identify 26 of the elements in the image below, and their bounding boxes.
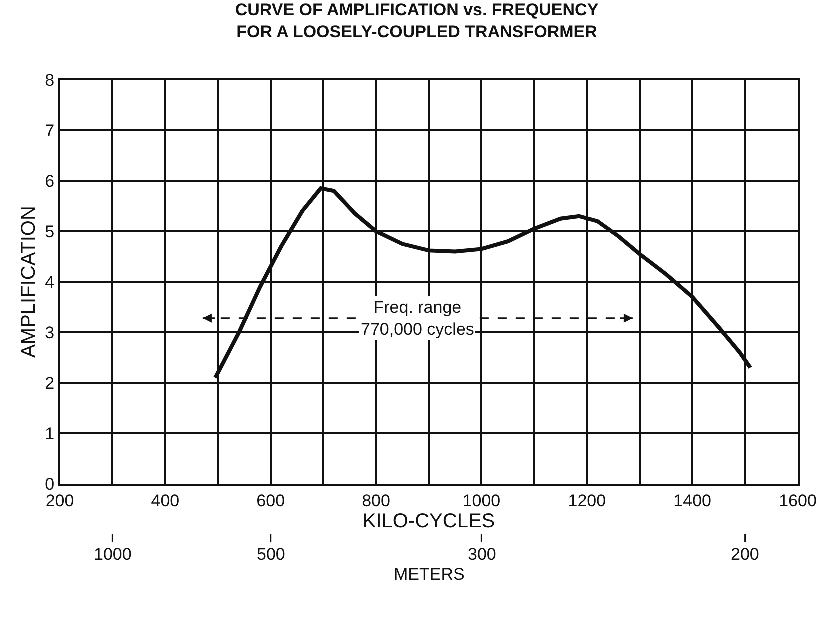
y-tick-label: 0 [45, 474, 55, 494]
x-tick-label: 800 [362, 491, 390, 510]
y-tick-label: 8 [45, 70, 55, 90]
y-tick-label: 2 [45, 374, 55, 393]
chart-title: CURVE OF AMPLIFICATION vs. FREQUENCY FOR A LOOSELY-COUPLED TRANSFORMER [235, 0, 600, 42]
annotation: Freq. range 770,000 cycles [361, 298, 474, 340]
x-tick-label: 200 [46, 491, 74, 510]
y-tick-label: 3 [45, 323, 55, 342]
text: 300 [468, 545, 496, 564]
y-tick-label: 7 [45, 121, 55, 140]
y-tick-label: 5 [45, 222, 55, 242]
text: 1000 [94, 545, 132, 564]
text: METERS [394, 565, 465, 584]
y-tick-label: 6 [45, 172, 55, 191]
x-tick-label: 1000 [462, 491, 501, 510]
x-axis-title: KILO-CYCLES [362, 510, 496, 532]
y-tick-label: 1 [45, 424, 55, 444]
y-tick-label: 4 [45, 272, 55, 292]
x-tick-label: 1200 [568, 491, 606, 510]
y-axis-title: AMPLIFICATION [18, 206, 40, 358]
x-tick-label: 600 [256, 491, 286, 510]
x-tick-label: 400 [151, 491, 180, 510]
x-tick-label: 1400 [674, 491, 712, 510]
text: 500 [257, 545, 286, 564]
text: 200 [731, 545, 760, 564]
x-tick-label: 1600 [779, 491, 817, 510]
